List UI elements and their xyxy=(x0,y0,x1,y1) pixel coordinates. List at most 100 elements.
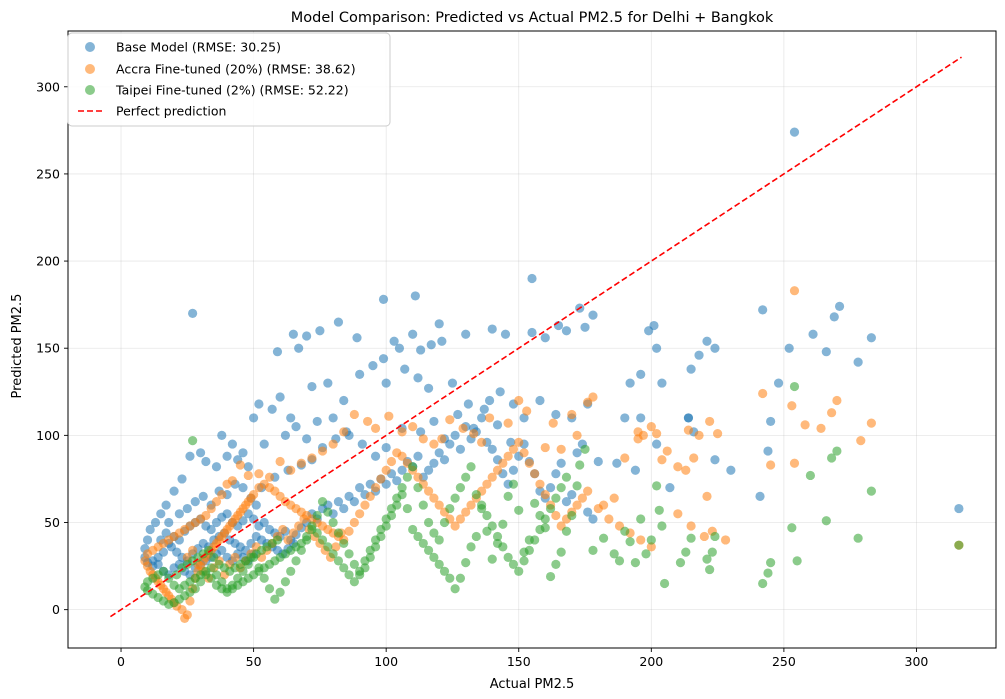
base-model-point xyxy=(392,476,402,486)
x-axis-label: Actual PM2.5 xyxy=(490,677,575,692)
taipei-fine-tuned-point xyxy=(652,481,662,491)
taipei-fine-tuned-point xyxy=(792,556,802,566)
base-model-point xyxy=(400,364,410,374)
taipei-fine-tuned-point xyxy=(272,535,283,545)
taipei-fine-tuned-point xyxy=(423,517,434,528)
taipei-fine-tuned-point xyxy=(766,557,776,568)
taipei-fine-tuned-point xyxy=(270,594,280,604)
base-model-point xyxy=(434,448,444,458)
taipei-fine-tuned-point xyxy=(530,498,540,508)
base-model-point xyxy=(251,500,261,510)
accra-fine-tuned-point xyxy=(498,458,508,468)
base-model-point xyxy=(195,448,206,458)
accra-fine-tuned-point xyxy=(572,500,582,510)
base-model-point xyxy=(649,320,659,331)
taipei-fine-tuned-point xyxy=(386,503,397,514)
base-model-point xyxy=(286,413,296,423)
accra-fine-tuned-point xyxy=(567,409,577,420)
base-model-point xyxy=(423,383,434,393)
taipei-fine-tuned-point xyxy=(328,549,338,559)
accra-fine-tuned-point xyxy=(705,416,715,427)
base-model-point xyxy=(630,465,641,475)
taipei-fine-tuned-point xyxy=(286,566,296,576)
accra-fine-tuned-point xyxy=(370,483,381,493)
base-model-point xyxy=(423,465,434,475)
base-model-point xyxy=(217,430,227,440)
base-model-point xyxy=(508,465,519,475)
x-tick-label: 50 xyxy=(246,654,262,669)
taipei-fine-tuned-point xyxy=(954,540,964,550)
base-model-point xyxy=(551,409,561,420)
accra-fine-tuned-point xyxy=(458,423,468,433)
taipei-fine-tuned-point xyxy=(209,552,219,562)
taipei-fine-tuned-point xyxy=(408,462,418,472)
taipei-fine-tuned-point xyxy=(498,542,508,552)
base-model-point xyxy=(561,496,572,507)
accra-fine-tuned-point xyxy=(188,545,198,555)
accra-fine-tuned-point xyxy=(508,444,519,454)
base-model-point xyxy=(416,427,426,437)
taipei-fine-tuned-point xyxy=(360,556,370,566)
accra-fine-tuned-point xyxy=(397,451,407,461)
accra-fine-tuned-point xyxy=(317,446,328,456)
taipei-fine-tuned-point xyxy=(646,535,656,545)
base-model-point xyxy=(593,456,603,467)
base-model-point xyxy=(222,509,232,519)
y-tick-label: 300 xyxy=(36,79,60,94)
taipei-fine-tuned-point xyxy=(492,531,503,542)
accra-fine-tuned-point xyxy=(408,422,418,432)
taipei-fine-tuned-point xyxy=(540,514,550,524)
base-model-point xyxy=(259,517,269,528)
legend: Base Model (RMSE: 30.25) Accra Fine-tune… xyxy=(67,32,391,127)
accra-fine-tuned-point xyxy=(286,465,296,475)
taipei-fine-tuned-point xyxy=(675,557,686,568)
accra-fine-tuned-point xyxy=(636,535,646,545)
taipei-fine-tuned-point xyxy=(312,528,322,538)
base-model-point xyxy=(540,333,550,343)
taipei-fine-tuned-point xyxy=(349,559,359,569)
accra-fine-tuned-point xyxy=(604,514,614,524)
base-model-point xyxy=(758,305,768,315)
base-model-point xyxy=(238,448,248,458)
x-tick-label: 0 xyxy=(117,654,125,669)
accra-fine-tuned-point xyxy=(657,455,667,465)
taipei-fine-tuned-point xyxy=(344,549,354,559)
base-model-point xyxy=(315,326,325,336)
taipei-fine-tuned-point xyxy=(487,521,497,531)
base-model-point xyxy=(206,524,216,535)
taipei-fine-tuned-point xyxy=(418,500,428,510)
accra-fine-tuned-point xyxy=(514,395,524,406)
accra-fine-tuned-point xyxy=(673,462,683,472)
base-model-point xyxy=(866,333,876,343)
accra-fine-tuned-point xyxy=(349,409,359,420)
accra-fine-tuned-point xyxy=(556,444,566,454)
base-model-point xyxy=(249,413,259,423)
base-model-point xyxy=(455,444,466,454)
taipei-fine-tuned-point xyxy=(482,510,492,521)
taipei-fine-tuned-point xyxy=(561,472,572,482)
taipei-fine-tuned-point xyxy=(264,584,275,594)
accra-fine-tuned-point xyxy=(487,472,497,482)
taipei-fine-tuned-point xyxy=(519,556,529,566)
base-model-point xyxy=(479,404,489,414)
base-model-point xyxy=(487,324,497,334)
accra-fine-tuned-point xyxy=(360,500,370,510)
base-model-point xyxy=(755,491,765,501)
taipei-fine-tuned-point xyxy=(503,552,513,562)
y-tick-label: 150 xyxy=(36,341,60,356)
taipei-fine-tuned-point xyxy=(821,516,831,526)
base-model-point xyxy=(211,462,222,472)
accra-fine-tuned-point xyxy=(816,423,826,433)
base-model-point xyxy=(612,458,622,468)
taipei-fine-tuned-point xyxy=(439,566,450,576)
base-model-point xyxy=(519,413,529,423)
base-model-point xyxy=(545,483,556,493)
legend-label-perfect-prediction: Perfect prediction xyxy=(116,104,226,119)
taipei-fine-tuned-point xyxy=(413,483,423,493)
base-model-point xyxy=(808,329,818,339)
base-model-point xyxy=(145,524,155,535)
taipei-fine-tuned-point xyxy=(307,521,317,531)
accra-fine-tuned-point xyxy=(355,509,365,519)
base-model-point xyxy=(408,329,418,339)
taipei-fine-tuned-point xyxy=(328,517,338,528)
